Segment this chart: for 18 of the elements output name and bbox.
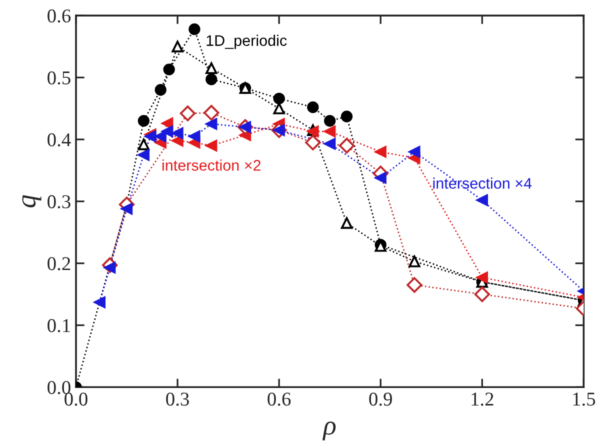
y-axis-title: q <box>22 195 42 208</box>
y-tick-label: 0.6 <box>48 9 71 23</box>
x-tick-label: 0.6 <box>268 392 291 406</box>
y-tick-label: 0.2 <box>48 257 70 270</box>
y-tick-label: 0.3 <box>48 195 70 208</box>
x-tick-label: 0.3 <box>166 392 189 406</box>
x-tick-label: 1.2 <box>472 392 494 406</box>
y-tick-label: 0.5 <box>48 71 70 85</box>
series-label: intersection ×4 <box>433 178 532 189</box>
x-tick-label: 0.0 <box>64 392 88 406</box>
x-axis-title: ρ <box>322 421 336 440</box>
x-tick-label: 1.5 <box>573 392 596 406</box>
x-tick-label: 0.9 <box>369 392 392 406</box>
y-tick-label: 0.4 <box>48 133 71 146</box>
y-tick-label: 0.1 <box>48 319 70 332</box>
series-label: intersection ×2 <box>162 160 261 171</box>
y-tick-label: 0.0 <box>48 380 70 394</box>
series-label: 1D_periodic <box>206 34 287 49</box>
